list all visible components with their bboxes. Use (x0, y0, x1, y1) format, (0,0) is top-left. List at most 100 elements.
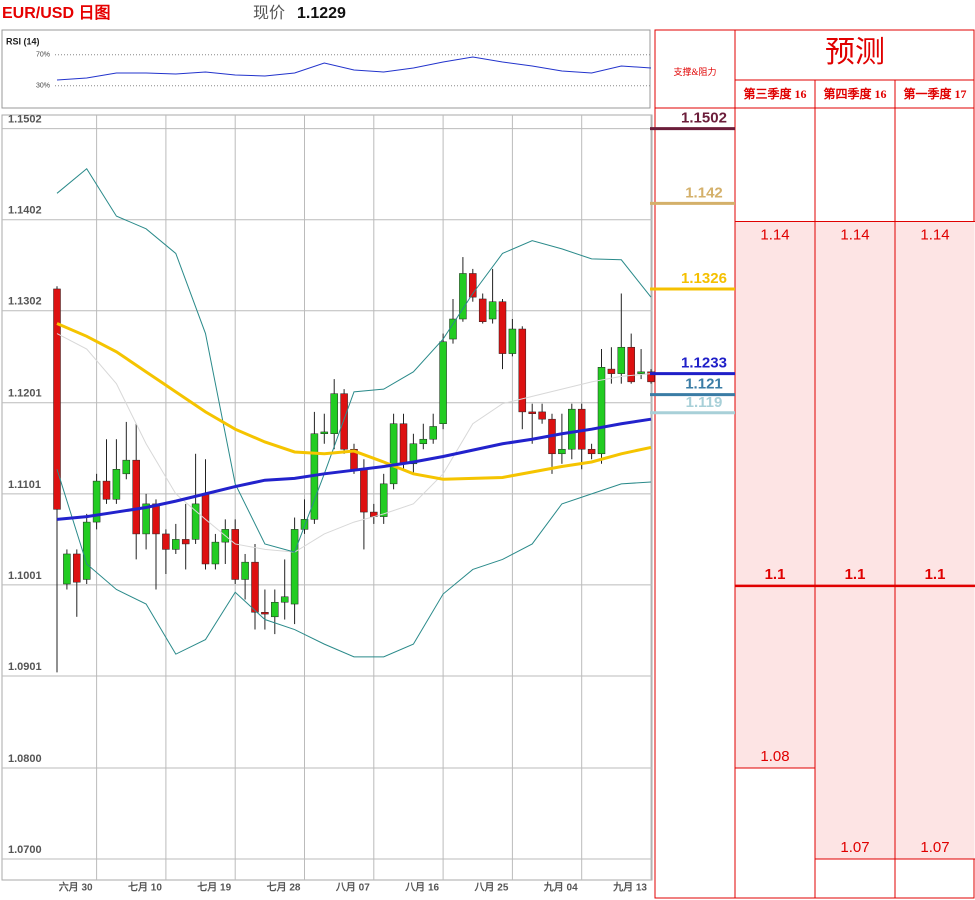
level-label: 1.1326 (681, 270, 727, 287)
forecast-range (895, 221, 975, 860)
candle-body (330, 393, 338, 434)
overlay-line (56, 469, 652, 658)
forecast-value: 1.08 (760, 748, 789, 765)
candle-body (73, 553, 81, 583)
candle-body (112, 469, 121, 500)
x-tick-label: 八月 16 (404, 882, 439, 894)
candle-body (419, 438, 428, 445)
candle-body (122, 459, 131, 475)
candle-body (231, 529, 239, 580)
y-tick-label: 1.1001 (8, 570, 42, 582)
x-tick-label: 七月 28 (267, 881, 301, 894)
quarter-label: 第一季度 17 (903, 86, 966, 101)
candle-body (449, 318, 457, 340)
quarter-label: 第四季度 16 (823, 86, 886, 101)
overlay-line (56, 333, 652, 553)
level-label: 1.1502 (681, 110, 727, 127)
overlay-line (56, 322, 652, 481)
candle-body (92, 480, 101, 523)
y-tick-label: 70% (36, 52, 50, 59)
candle-body (488, 301, 497, 320)
overlay-line (56, 417, 652, 521)
level-label: 1.121 (685, 376, 723, 393)
forecast-value: 1.1 (765, 566, 786, 583)
level-label: 1.142 (685, 184, 723, 201)
candle-body (53, 288, 61, 510)
candle-body (538, 411, 546, 420)
forecast-value: 1.14 (760, 227, 789, 244)
candle-body (399, 423, 408, 465)
y-tick-label: 1.1201 (8, 388, 42, 400)
candle-body (587, 448, 596, 455)
candle-body (63, 553, 71, 585)
chart-title: EUR/USD 日图 (2, 4, 110, 22)
x-tick-label: 七月 10 (128, 881, 162, 894)
candle-body (459, 273, 467, 320)
level-label: 1.119 (686, 394, 723, 411)
forecast-range (815, 221, 895, 860)
y-tick-label: 1.0700 (8, 844, 42, 856)
candle-body (360, 469, 368, 513)
candle-body (261, 612, 269, 615)
candle-body (132, 459, 140, 535)
rsi-title: RSI (14) (6, 36, 40, 46)
candle-body (320, 431, 329, 434)
candle-body (498, 301, 507, 354)
candle-body (389, 423, 398, 485)
candle-body (617, 346, 626, 374)
candle-body (181, 539, 190, 545)
candle-body (290, 529, 299, 605)
candle-body (528, 411, 536, 414)
candle-body (627, 346, 635, 383)
candle-body (280, 596, 289, 603)
candle-body (568, 408, 576, 450)
forecast-value: 1.07 (920, 839, 949, 856)
candle-body (241, 561, 249, 580)
candle-body (142, 503, 150, 535)
candle-body (518, 328, 527, 413)
candle-body (211, 541, 220, 565)
candle-body (162, 533, 170, 550)
quarter-label: 第三季度 16 (743, 86, 806, 101)
overlay-line (56, 167, 652, 553)
forecast-value: 1.14 (840, 227, 869, 244)
candle-body (379, 483, 388, 517)
candle-body (647, 371, 655, 383)
x-tick-label: 九月 13 (612, 881, 647, 894)
forecast-title: 预测 (825, 36, 885, 69)
candle-body (152, 503, 160, 535)
forecast-value: 1.1 (925, 566, 946, 583)
candle-body (508, 328, 517, 354)
candle-body (102, 480, 111, 500)
forecast-value: 1.1 (845, 566, 866, 583)
x-tick-label: 六月 30 (59, 881, 93, 894)
y-tick-label: 1.1302 (8, 296, 42, 308)
candle-body (191, 503, 200, 540)
forecast-value: 1.07 (840, 839, 869, 856)
price-frame (1, 114, 653, 881)
price-label: 现价 (253, 5, 285, 22)
price-value: 1.1229 (297, 5, 346, 22)
candle-body (82, 521, 91, 580)
levels-header: 支撑&阻力 (673, 66, 716, 77)
x-tick-label: 九月 04 (543, 881, 578, 894)
candle-body (340, 393, 348, 450)
x-tick-label: 八月 07 (335, 882, 370, 894)
candle-body (597, 367, 606, 455)
candle-body (251, 561, 259, 613)
candle-body (607, 368, 616, 374)
y-tick-label: 1.0800 (8, 753, 42, 765)
level-label: 1.1233 (681, 355, 727, 372)
candle-body (429, 426, 437, 440)
y-tick-label: 1.1402 (8, 205, 42, 217)
candle-body (558, 448, 566, 455)
forecast-range (735, 221, 815, 768)
candle-body (201, 493, 210, 565)
x-tick-label: 七月 19 (197, 881, 231, 894)
x-tick-label: 八月 25 (473, 882, 508, 894)
rsi-frame (1, 29, 651, 109)
candle-body (478, 298, 487, 322)
candle-body (409, 443, 418, 465)
candle-body (439, 341, 447, 424)
